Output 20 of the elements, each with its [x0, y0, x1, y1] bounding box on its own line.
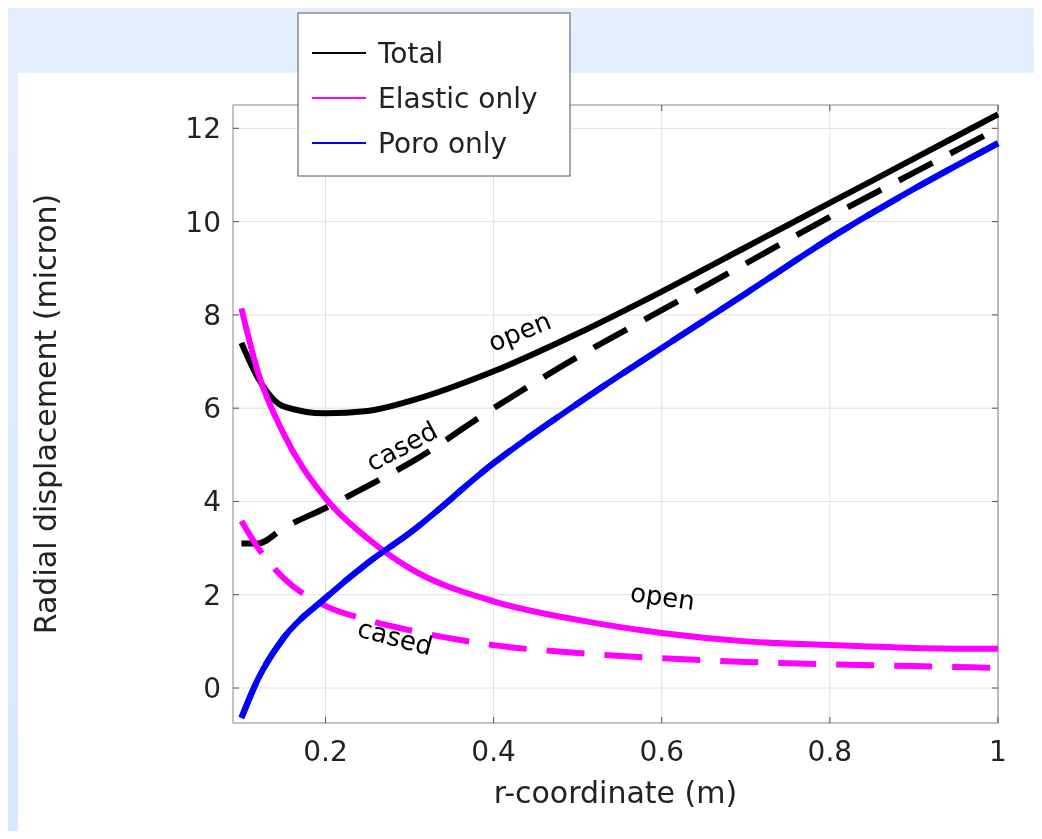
y-tick-label: 8: [203, 298, 221, 332]
x-tick-label: 0.6: [639, 735, 684, 768]
y-tick-label: 12: [185, 112, 221, 146]
legend-label: Elastic only: [378, 82, 538, 115]
annotation: cased: [354, 612, 436, 662]
legend-label: Poro only: [378, 127, 508, 160]
y-tick-label: 0: [203, 672, 221, 706]
annotation: open: [483, 305, 556, 358]
annotation: open: [628, 577, 697, 617]
x-tick-label: 1: [989, 735, 1007, 768]
legend-label: Total: [377, 37, 444, 70]
y-tick-label: 2: [203, 578, 221, 612]
y-tick-label: 6: [203, 392, 221, 426]
y-tick-label: 10: [185, 205, 221, 239]
y-tick-label: 4: [203, 485, 221, 519]
x-tick-label: 0.2: [303, 735, 348, 768]
x-tick-label: 0.8: [807, 735, 853, 768]
x-axis-title: r-coordinate (m): [493, 775, 738, 810]
y-axis-title: Radial displacement (micron): [28, 193, 63, 635]
x-tick-label: 0.4: [471, 735, 516, 768]
